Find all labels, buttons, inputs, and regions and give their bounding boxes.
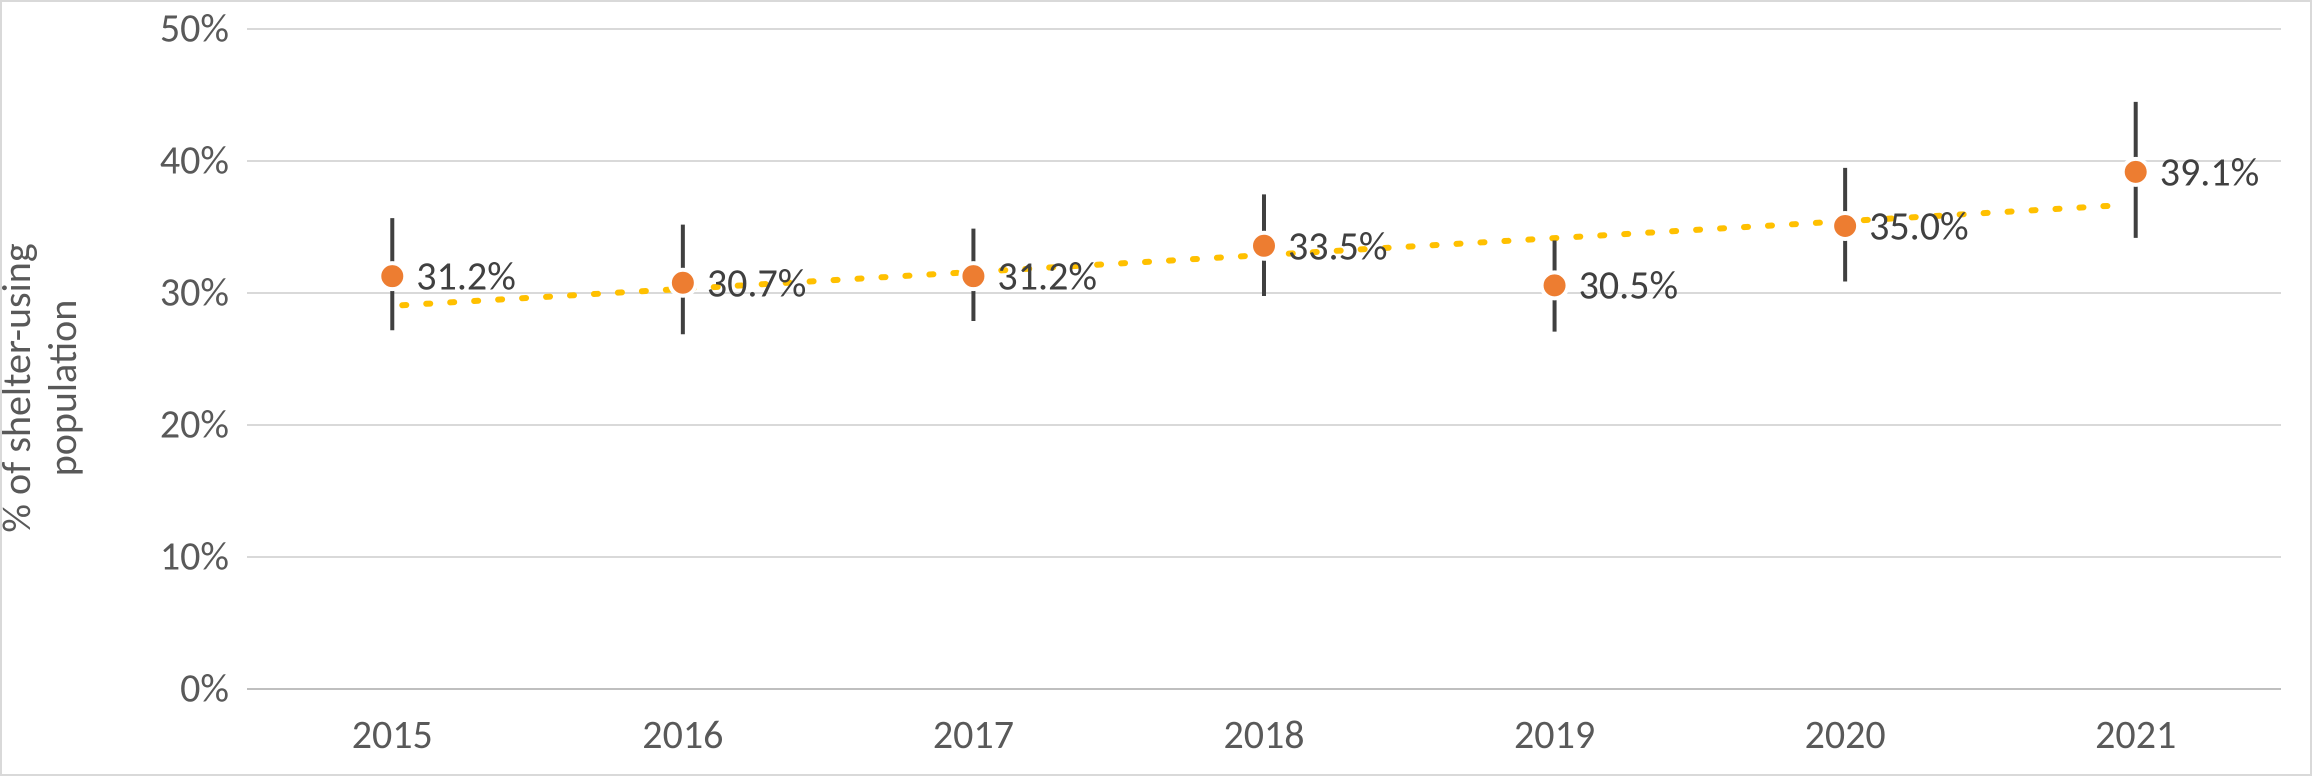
y-tick-label: 50% — [160, 4, 247, 53]
x-tick-label: 2018 — [1223, 688, 1304, 759]
data-label: 31.2% — [997, 252, 1097, 301]
data-marker — [1832, 213, 1858, 239]
data-label: 31.2% — [416, 252, 516, 301]
y-tick-label: 0% — [180, 664, 247, 713]
y-tick-label: 10% — [160, 532, 247, 581]
y-tick-label: 20% — [160, 400, 247, 449]
data-label: 39.1% — [2160, 147, 2260, 196]
data-label: 35.0% — [1869, 202, 1969, 251]
data-marker — [1251, 233, 1277, 259]
data-marker — [2123, 159, 2149, 185]
data-label: 30.7% — [707, 258, 807, 307]
y-tick-label: 40% — [160, 136, 247, 185]
data-label: 30.5% — [1579, 261, 1679, 310]
x-tick-label: 2019 — [1514, 688, 1595, 759]
data-label: 33.5% — [1288, 221, 1388, 270]
plot-area: 0%10%20%30%40%50%20152016201720182019202… — [247, 28, 2281, 688]
data-marker — [1542, 272, 1568, 298]
y-axis-title: % of shelter-using population — [0, 243, 86, 532]
x-tick-label: 2021 — [2095, 688, 2176, 759]
x-tick-label: 2016 — [642, 688, 723, 759]
chart-frame: % of shelter-using population 0%10%20%30… — [0, 0, 2312, 776]
data-marker — [379, 263, 405, 289]
data-marker — [670, 270, 696, 296]
x-tick-label: 2017 — [933, 688, 1014, 759]
chart-svg — [247, 28, 2281, 688]
data-marker — [960, 263, 986, 289]
x-tick-label: 2015 — [352, 688, 433, 759]
y-tick-label: 30% — [160, 268, 247, 317]
x-tick-label: 2020 — [1805, 688, 1886, 759]
